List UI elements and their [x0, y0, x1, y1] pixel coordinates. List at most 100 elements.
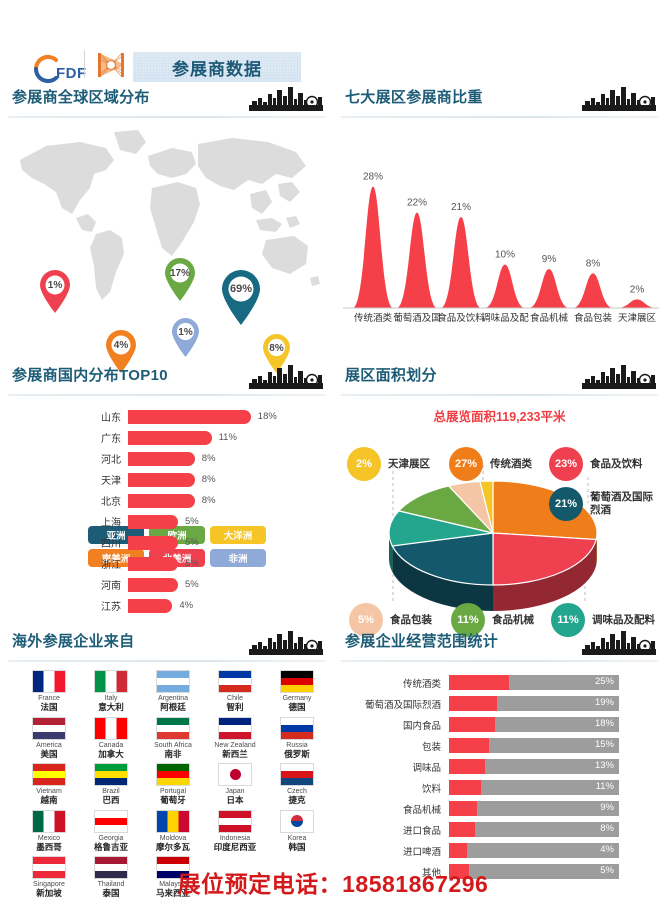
city-skyline-icon: [582, 87, 656, 111]
map-pin-icon: [40, 270, 70, 313]
city-skyline-icon: [249, 631, 323, 655]
pin-north-america: 1%: [38, 270, 72, 314]
flag-icon: [32, 763, 66, 786]
scope-category: 传统酒类: [402, 678, 441, 690]
pie-value: 11%: [551, 603, 585, 637]
scope-row: 葡萄酒及国际烈酒 19%: [333, 693, 666, 714]
legend-item-oceania[interactable]: 大洋洲: [210, 526, 266, 544]
section-rule: [341, 394, 658, 396]
flag-item: Brazil 巴西: [80, 763, 142, 806]
pie-slice-side: [596, 533, 597, 566]
total-area-label: 总展览面积119,233平米: [433, 410, 566, 424]
flag-icon: [94, 763, 128, 786]
scope-category: 调味品: [412, 762, 441, 774]
flag-row: America 美国 Canada 加拿大 South Africa 南非 New Zeal…: [18, 716, 333, 764]
flag-name-en: Malaysia: [159, 881, 187, 888]
pie-value: 23%: [549, 447, 583, 481]
top10-category: 山东: [101, 413, 121, 424]
top10-bar: [128, 535, 178, 550]
scope-track: 19%: [449, 696, 619, 711]
pie-value: 11%: [451, 603, 485, 637]
top10-category: 江苏: [101, 602, 121, 613]
top10-value: 8%: [201, 474, 216, 485]
section-zone-share: 七大展区参展商比重 28% 22% 21% 10% 9% 8% 2% 传统酒类 葡萄酒及: [333, 84, 666, 335]
pie-category: 天津展区: [388, 457, 430, 470]
top10-row: 天津 8%: [0, 469, 333, 490]
flag-row: Mexico 墨西哥 Georgia 格鲁吉亚 Moldova 摩尔多瓦 Indonesia…: [18, 809, 333, 857]
flag-item: Argentina 阿根廷: [142, 670, 204, 713]
pie-slice: [492, 532, 597, 586]
top10-bar: [128, 556, 178, 571]
pin-value: 4%: [113, 340, 129, 351]
flag-name-cn: 德国: [288, 702, 306, 712]
flag-name-en: America: [36, 741, 62, 749]
map-pin-icon: [165, 258, 195, 301]
flag-item: Georgia 格鲁吉亚: [80, 809, 142, 853]
top10-row: 河北 8%: [0, 448, 333, 469]
section-title: 展区面积划分: [345, 367, 437, 384]
pie-value: 5%: [349, 603, 383, 637]
peak-value-label: 21%: [451, 202, 471, 213]
flag-name-en: Singapore: [33, 881, 65, 888]
scope-value: 11%: [595, 781, 614, 792]
flag-icon: [32, 809, 66, 833]
scope-fill: [449, 801, 477, 816]
flag-icon: [94, 670, 128, 693]
flag-icon: [156, 809, 190, 833]
top10-bar: [128, 493, 195, 508]
flag-icon: [32, 716, 66, 740]
flag-name-en: Argentina: [158, 695, 188, 702]
scope-track: 25%: [449, 675, 619, 690]
section-global-distribution: 参展商全球区域分布: [0, 84, 333, 567]
flag-name-cn: 格鲁吉亚: [93, 841, 128, 852]
top10-category: 浙江: [101, 560, 121, 571]
top10-bar: [128, 451, 195, 466]
pie-category: 传统酒类: [490, 457, 532, 470]
pie-category: 食品包装: [390, 613, 432, 626]
flag-name-en: Japan: [225, 788, 245, 795]
top10-category: 广东: [101, 434, 121, 445]
scope-fill: [449, 864, 469, 879]
scope-row: 食品机械 9%: [333, 798, 666, 819]
legend-item-africa[interactable]: 非洲: [210, 549, 266, 567]
top10-value: 11%: [218, 432, 237, 443]
fdf-c-logo-icon: [33, 54, 58, 84]
flag-icon: [280, 716, 314, 740]
scope-value: 13%: [594, 760, 614, 771]
section-header: 参展商全球区域分布: [0, 84, 333, 118]
flag-name-en: France: [38, 695, 60, 702]
scope-fill: [449, 843, 467, 858]
flag-name-cn: 巴西: [102, 795, 120, 805]
world-map-svg: [20, 130, 320, 300]
peak-category-label: 天津展区: [618, 313, 657, 323]
scope-fill: [449, 822, 475, 837]
pie-category: 食品及饮料: [590, 457, 643, 470]
flag-icon: [156, 763, 190, 786]
page-title: 参展商数据: [172, 59, 262, 79]
flag-name-cn: 俄罗斯: [284, 748, 310, 759]
map-pin-icon: [263, 334, 290, 373]
flag-name-cn: 加拿大: [98, 748, 124, 759]
section-title: 海外参展企业来自: [12, 633, 135, 650]
flag-item: Japan 日本: [204, 763, 266, 806]
top10-row: 江苏 4%: [0, 595, 333, 616]
flag-icon: [156, 716, 190, 740]
scope-category: 包装: [421, 741, 441, 753]
pie-label-food-beverage: 23% 食品及饮料: [549, 447, 643, 481]
top10-category: 天津: [101, 476, 121, 487]
flag-name-en: Moldova: [159, 834, 187, 842]
header-divider: [84, 50, 85, 78]
flag-name-cn: 韩国: [288, 841, 306, 852]
city-skyline-icon: [249, 365, 323, 389]
section-domestic-top10: 参展商国内分布TOP10 山东 18% 广东 11% 河北 8% 天津 8% 北京 8% 上海 5% 四…: [0, 362, 333, 616]
flag-icon: [32, 856, 66, 879]
top10-value: 8%: [201, 495, 216, 506]
scope-track: 18%: [449, 717, 619, 732]
scope-category: 葡萄酒及国际烈酒: [364, 699, 441, 711]
flag-item: Singapore 新加坡: [18, 856, 80, 899]
peak-category-label: 调味品及配: [481, 312, 529, 323]
flag-name-cn: 南非: [164, 748, 182, 759]
flag-name-en: Canada: [98, 741, 124, 749]
scope-bar-chart: 传统酒类 25% 葡萄酒及国际烈酒 19% 国内食品 18% 包装 15% 调味品 13% 饮料 11…: [333, 662, 666, 882]
